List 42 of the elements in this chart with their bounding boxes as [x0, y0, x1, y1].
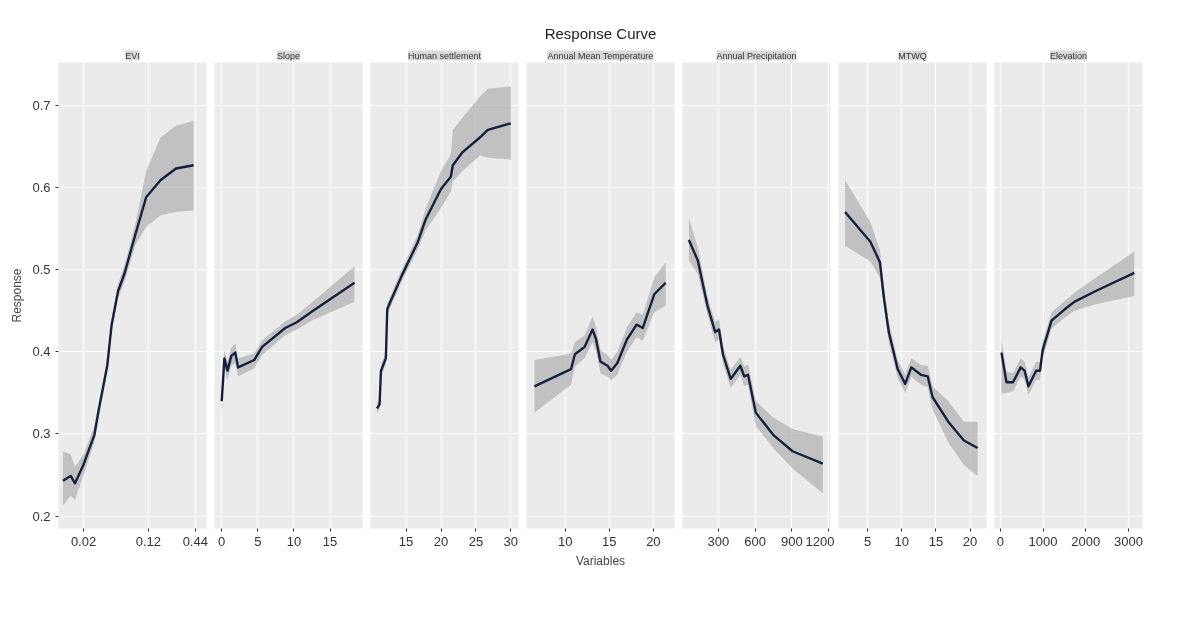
x-tick-label: 20 [433, 533, 449, 549]
chart-subtitle: Human settlement [407, 50, 482, 61]
x-tick-label: 1200 [805, 533, 835, 549]
x-tick-label: 25 [468, 533, 484, 549]
chart-subtitle: Elevation [1049, 50, 1088, 61]
chart-subtitle: Annual Mean Temperature [547, 50, 654, 61]
x-tick-label: 15 [928, 533, 944, 549]
x-tick-label: 3000 [1114, 533, 1144, 549]
y-tick-label: 0.5 [32, 262, 51, 278]
x-tick-label: 30 [503, 533, 519, 549]
x-tick-label: 0.12 [135, 533, 161, 549]
chart-subtitle: EVI [125, 50, 140, 61]
x-tick-label: 0.44 [182, 533, 208, 549]
x-tick-label: 10 [558, 533, 573, 549]
x-tick-label: 15 [322, 533, 338, 549]
x-tick-label: 15 [602, 533, 617, 549]
chart-subtitle: Slope [276, 50, 301, 61]
chart-subtitle: MTWQ [898, 50, 927, 61]
chart-title: Response Curve [544, 24, 657, 42]
x-tick-label: 0 [218, 533, 226, 549]
y-tick-label: 0.2 [32, 508, 51, 524]
x-tick-label: 1000 [1028, 533, 1058, 549]
x-tick-label: 15 [398, 533, 414, 549]
x-axis-title: Variables [575, 553, 626, 568]
x-tick-label: 20 [962, 533, 978, 549]
y-axis-title: Response [10, 268, 25, 323]
x-tick-label: 20 [646, 533, 661, 549]
x-tick-label: 5 [254, 533, 262, 549]
y-tick-label: 0.7 [32, 97, 51, 113]
x-tick-label: 10 [286, 533, 302, 549]
x-tick-label: 10 [894, 533, 910, 549]
x-tick-label: 900 [780, 533, 803, 549]
x-tick-label: 0.02 [70, 533, 97, 549]
x-tick-label: 300 [707, 533, 730, 549]
x-tick-label: 600 [744, 533, 766, 549]
y-tick-label: 0.4 [32, 344, 51, 360]
chart-subtitle: Annual Precipitation [716, 50, 797, 61]
x-tick-label: 5 [863, 533, 872, 549]
y-tick-label: 0.3 [32, 426, 51, 442]
y-tick-label: 0.6 [32, 179, 51, 195]
x-tick-label: 2000 [1071, 533, 1101, 549]
x-tick-label: 0 [996, 533, 1004, 549]
